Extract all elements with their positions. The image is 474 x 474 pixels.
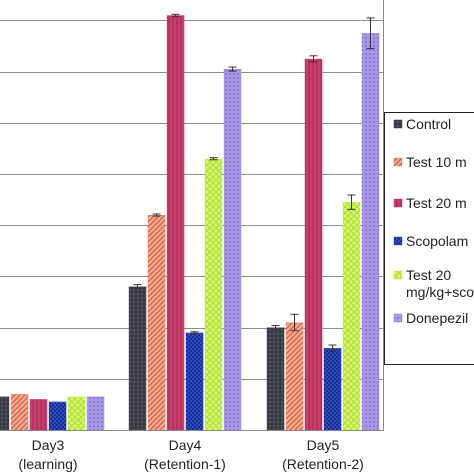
bar — [223, 69, 242, 430]
bar — [361, 33, 380, 431]
bar — [147, 215, 166, 430]
x-tick-label: Day5 — [307, 437, 340, 453]
legend-label: Test 20 m — [406, 195, 467, 211]
legend-swatch — [393, 270, 403, 280]
legend-label: Test 10 m — [406, 154, 467, 170]
bar — [10, 394, 29, 430]
legend-label: Control — [406, 116, 451, 132]
bar — [86, 396, 105, 430]
x-tick-label: Day3 — [32, 437, 65, 453]
legend-label: mg/kg+sco — [406, 284, 474, 300]
x-tick-label: (Retention-2) — [282, 456, 364, 472]
x-tick-label: (Retention-1) — [144, 456, 226, 472]
bar — [67, 396, 86, 430]
bar — [0, 396, 10, 430]
bar — [29, 399, 48, 430]
x-tick-labels: Day3 (learning) Day4 (Retention-1) Day5 (Rete… — [18, 437, 363, 472]
legend-swatch — [393, 236, 403, 246]
legend-label: Scopolam — [406, 233, 468, 249]
legend-swatch — [393, 119, 403, 129]
bar — [185, 332, 204, 430]
legend-label: Donepezil — [406, 310, 468, 326]
legend-swatch — [393, 157, 403, 167]
x-tick-label: Day4 — [169, 437, 202, 453]
legend-swatch — [393, 198, 403, 208]
x-tick-label: (learning) — [18, 456, 77, 472]
bar — [285, 322, 304, 430]
bar — [166, 15, 185, 431]
bar — [204, 158, 223, 430]
legend: Control Test 10 m Test 20 m Scopolam Test 20… — [384, 112, 474, 365]
bar — [48, 401, 67, 430]
bar — [266, 327, 285, 430]
bar — [342, 202, 361, 430]
legend-swatch — [393, 313, 403, 323]
bar-series — [0, 15, 380, 431]
error-bars — [133, 13, 375, 352]
bar — [128, 286, 147, 430]
bar — [304, 58, 323, 431]
legend-label: Test 20 — [406, 267, 451, 283]
bar — [323, 348, 342, 430]
